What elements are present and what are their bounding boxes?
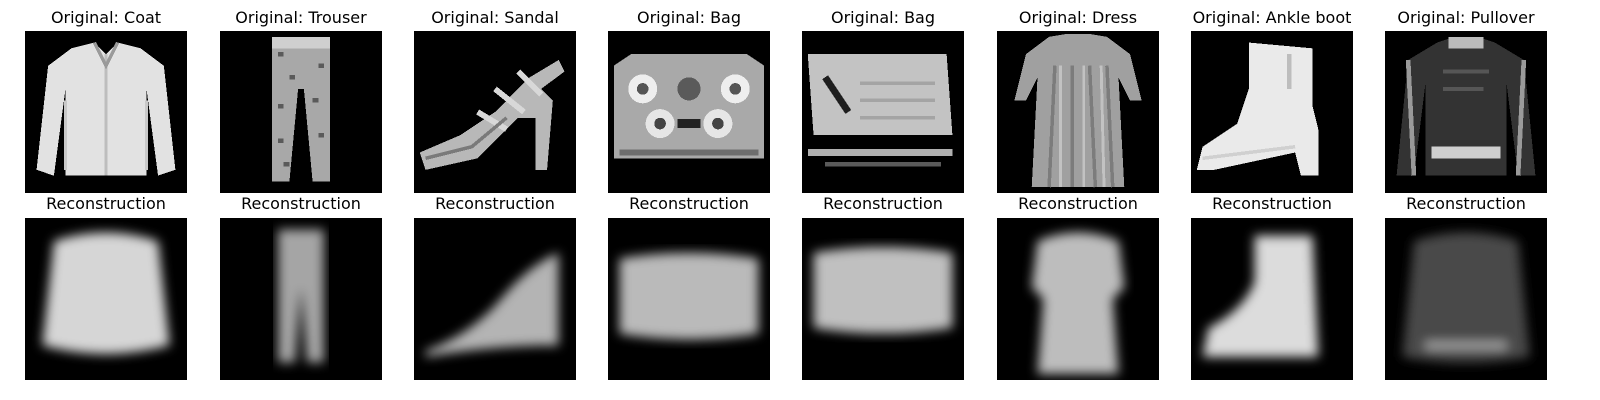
reconstruction-title-dress: Reconstruction xyxy=(1018,194,1138,213)
original-image-bag xyxy=(608,31,770,193)
original-title-bag-2: Original: Bag xyxy=(830,8,936,27)
original-image-pullover xyxy=(1385,31,1547,193)
original-title-sandal: Original: Sandal xyxy=(431,8,559,27)
original-title-trouser: Original: Trouser xyxy=(235,8,367,27)
original-title-pullover: Original: Pullover xyxy=(1397,8,1535,27)
reconstruction-image-coat xyxy=(25,218,187,380)
reconstruction-image-sandal xyxy=(414,218,576,380)
reconstruction-image-pullover xyxy=(1385,218,1547,380)
reconstruction-title-coat: Reconstruction xyxy=(46,194,166,213)
reconstruction-title-trouser: Reconstruction xyxy=(241,194,361,213)
original-image-sandal xyxy=(414,31,576,193)
original-image-ankle-boot xyxy=(1191,31,1353,193)
original-title-bag: Original: Bag xyxy=(636,8,742,27)
reconstruction-image-bag-2 xyxy=(802,218,964,380)
reconstruction-title-ankle-boot: Reconstruction xyxy=(1212,194,1332,213)
reconstruction-image-bag xyxy=(608,218,770,380)
original-image-bag-2 xyxy=(802,31,964,193)
original-image-trouser xyxy=(220,31,382,193)
original-title-ankle-boot: Original: Ankle boot xyxy=(1192,8,1352,27)
original-title-dress: Original: Dress xyxy=(1018,8,1138,27)
reconstruction-title-bag: Reconstruction xyxy=(629,194,749,213)
original-image-dress xyxy=(997,31,1159,193)
reconstruction-title-bag-2: Reconstruction xyxy=(823,194,943,213)
reconstruction-image-dress xyxy=(997,218,1159,380)
original-title-coat: Original: Coat xyxy=(50,8,162,27)
original-image-coat xyxy=(25,31,187,193)
reconstruction-image-trouser xyxy=(220,218,382,380)
reconstruction-title-pullover: Reconstruction xyxy=(1406,194,1526,213)
reconstruction-title-sandal: Reconstruction xyxy=(435,194,555,213)
reconstruction-image-ankle-boot xyxy=(1191,218,1353,380)
